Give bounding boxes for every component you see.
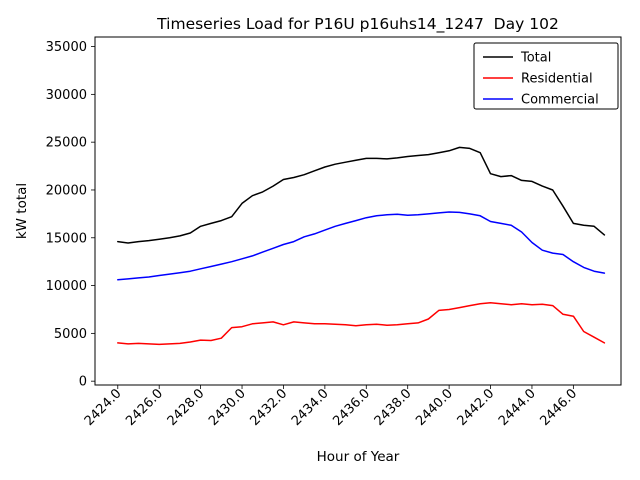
x-tick-label: 2426.0 xyxy=(123,386,166,429)
x-tick-label: 2442.0 xyxy=(455,386,498,429)
x-tick-label: 2436.0 xyxy=(330,386,373,429)
legend-box xyxy=(473,42,619,110)
legend-label-residential: Residential xyxy=(521,72,593,87)
y-tick-label: 10000 xyxy=(46,279,87,294)
series-line-commercial xyxy=(117,211,606,281)
y-tick-label: 35000 xyxy=(46,40,87,55)
x-tick-label: 2430.0 xyxy=(206,386,249,429)
series-line-residential xyxy=(117,302,606,346)
legend-label-total: Total xyxy=(520,51,551,66)
x-tick-label: 2438.0 xyxy=(372,386,415,429)
x-tick-label: 2440.0 xyxy=(413,386,456,429)
plot-area: 0 5000 10000 15000 20000 25000 30000 35000 2424.… xyxy=(46,36,622,429)
y-tick-label: 5000 xyxy=(54,327,87,342)
y-tick-label: 0 xyxy=(79,375,87,390)
y-tick-label: 15000 xyxy=(46,231,87,246)
y-tick-label: 25000 xyxy=(46,136,87,151)
x-tick-label: 2432.0 xyxy=(247,386,290,429)
legend-label-commercial: Commercial xyxy=(521,93,599,108)
x-tick-label: 2446.0 xyxy=(537,386,580,429)
x-tick-label: 2444.0 xyxy=(496,386,539,429)
chart-title: Timeseries Load for P16U p16uhs14_1247 D… xyxy=(156,15,559,34)
x-tick-label: 2434.0 xyxy=(289,386,332,429)
x-axis-label: Hour of Year xyxy=(317,449,400,465)
y-tick-label: 20000 xyxy=(46,183,87,198)
plot-border xyxy=(94,36,622,386)
y-axis-label: kW total xyxy=(14,183,30,239)
y-tick-label: 30000 xyxy=(46,88,87,103)
series-line-total xyxy=(117,146,606,244)
x-tick-label: 2424.0 xyxy=(82,386,125,429)
x-tick-label: 2428.0 xyxy=(165,386,208,429)
